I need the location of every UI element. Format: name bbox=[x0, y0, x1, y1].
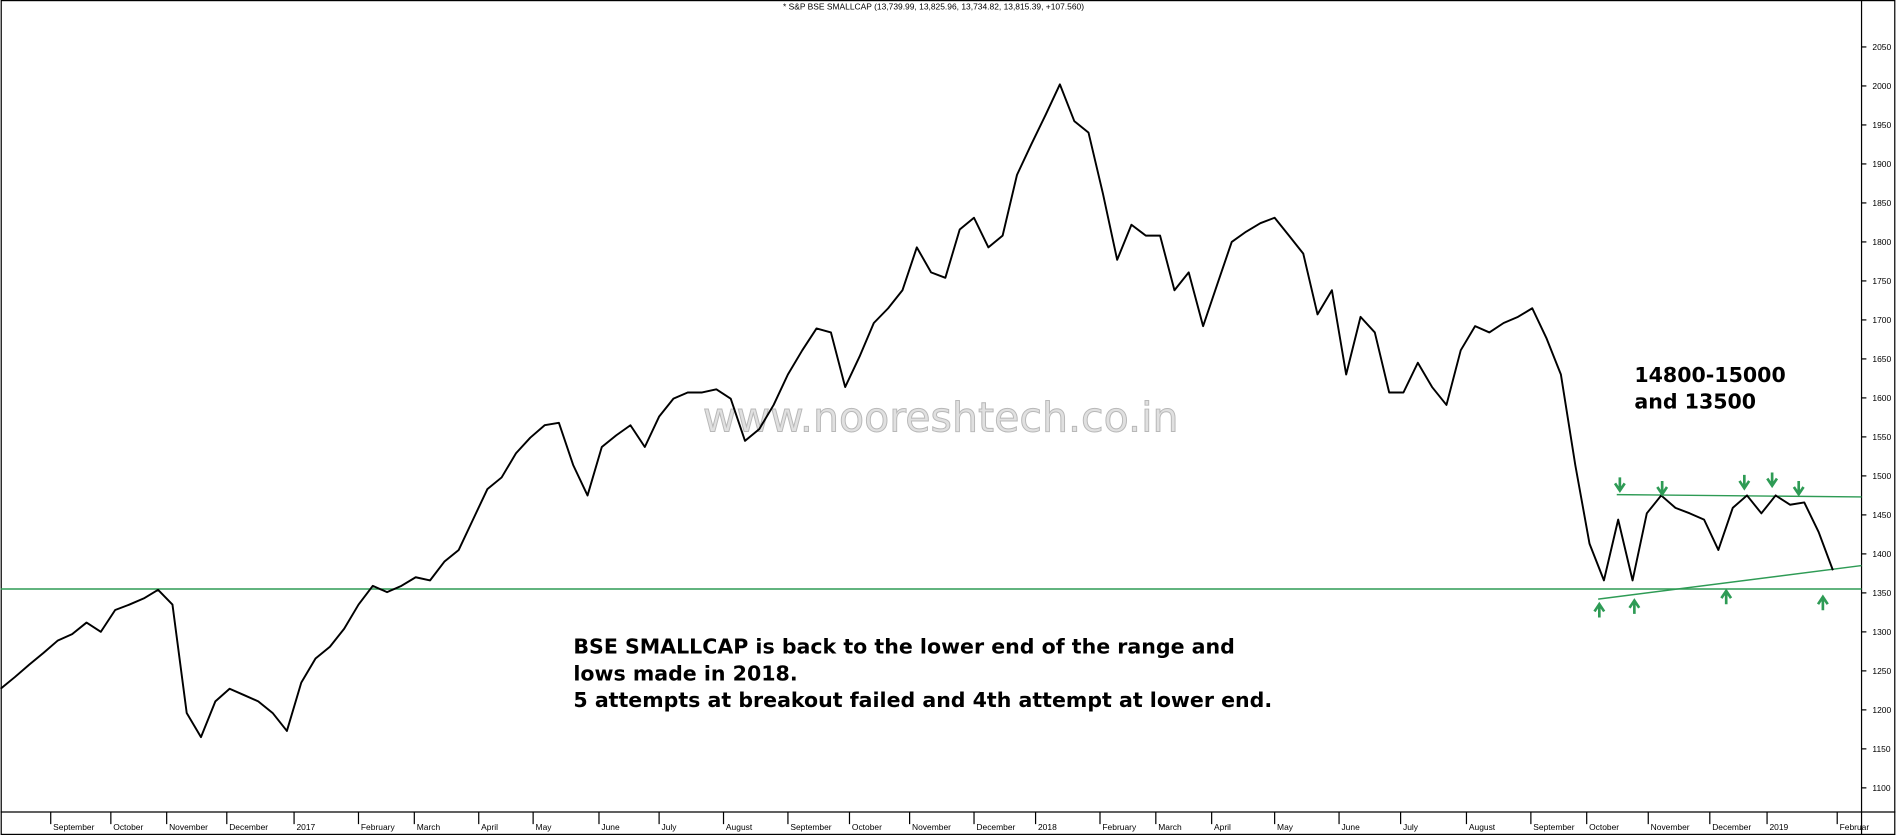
arrow bbox=[1613, 477, 1626, 494]
x-tick-label: March bbox=[1158, 822, 1182, 832]
x-tick-label: Februar bbox=[1840, 822, 1870, 832]
y-tick-label: 1400 bbox=[1872, 549, 1891, 559]
reference-line bbox=[1598, 564, 1862, 600]
y-tick-label: 2000 bbox=[1872, 81, 1891, 91]
y-tick-label: 1200 bbox=[1872, 705, 1891, 715]
x-tick-label: September bbox=[1533, 822, 1574, 832]
comment: lows made in 2018. bbox=[573, 661, 797, 685]
x-tick-label: December bbox=[1712, 822, 1751, 832]
y-tick-label: 2050 bbox=[1872, 42, 1891, 52]
y-tick-label: 1150 bbox=[1872, 744, 1890, 754]
arrow bbox=[1593, 601, 1606, 618]
x-tick-label: April bbox=[1214, 822, 1231, 832]
y-tick-label: 1600 bbox=[1872, 393, 1891, 403]
watermark: www.nooreshtech.co.in bbox=[703, 393, 1179, 441]
y-tick-label: 1300 bbox=[1872, 627, 1891, 637]
x-tick-label: November bbox=[1651, 822, 1690, 832]
x-tick-label: February bbox=[361, 822, 396, 832]
x-tick-label: April bbox=[481, 822, 498, 832]
comment: BSE SMALLCAP is back to the lower end of… bbox=[573, 635, 1234, 659]
arrow bbox=[1766, 472, 1779, 489]
chart-title: * S&P BSE SMALLCAP (13,739.99, 13,825.96… bbox=[783, 2, 1084, 12]
y-tick-label: 1250 bbox=[1872, 666, 1891, 676]
range-note: 14800-15000 bbox=[1634, 363, 1785, 387]
x-tick-label: June bbox=[601, 822, 620, 832]
y-tick-label: 1650 bbox=[1872, 354, 1891, 364]
arrow bbox=[1816, 594, 1829, 611]
price-line bbox=[0, 83, 1834, 739]
x-tick-label: August bbox=[726, 822, 753, 832]
x-tick-label: February bbox=[1102, 822, 1137, 832]
x-tick-label: September bbox=[53, 822, 94, 832]
y-tick-label: 1350 bbox=[1872, 588, 1891, 598]
y-tick-label: 1750 bbox=[1872, 276, 1891, 286]
reference-line bbox=[1616, 493, 1862, 498]
x-tick-label: 2018 bbox=[1038, 822, 1057, 832]
y-tick-label: 1550 bbox=[1872, 432, 1891, 442]
arrow bbox=[1720, 588, 1733, 605]
y-tick-label: 1100 bbox=[1872, 783, 1890, 793]
x-tick-label: 2017 bbox=[296, 822, 315, 832]
y-tick-label: 1500 bbox=[1872, 471, 1891, 481]
x-tick-label: May bbox=[536, 822, 553, 832]
x-tick-label: October bbox=[1589, 822, 1619, 832]
y-tick-label: 1950 bbox=[1872, 120, 1891, 130]
x-tick-label: September bbox=[790, 822, 831, 832]
arrow bbox=[1656, 480, 1669, 497]
x-tick-label: May bbox=[1277, 822, 1294, 832]
y-tick-label: 1900 bbox=[1872, 159, 1891, 169]
y-tick-label: 1850 bbox=[1872, 198, 1891, 208]
x-tick-label: October bbox=[113, 822, 143, 832]
range-note: and 13500 bbox=[1634, 389, 1756, 413]
x-tick-label: June bbox=[1341, 822, 1360, 832]
x-tick-label: December bbox=[976, 822, 1015, 832]
x-tick-label: December bbox=[229, 822, 268, 832]
arrow bbox=[1628, 598, 1641, 614]
y-tick-label: 1450 bbox=[1872, 510, 1891, 520]
x-tick-label: July bbox=[662, 822, 678, 832]
x-tick-label: 2019 bbox=[1769, 822, 1788, 832]
arrow bbox=[1792, 480, 1805, 497]
comment: 5 attempts at breakout failed and 4th at… bbox=[573, 688, 1272, 712]
x-tick-label: March bbox=[417, 822, 441, 832]
x-tick-label: July bbox=[1403, 822, 1419, 832]
x-tick-label: November bbox=[912, 822, 951, 832]
y-tick-label: 1800 bbox=[1872, 237, 1891, 247]
x-tick-label: August bbox=[1469, 822, 1496, 832]
arrow bbox=[1738, 474, 1751, 491]
x-tick-label: October bbox=[852, 822, 882, 832]
y-tick-label: 1700 bbox=[1872, 315, 1891, 325]
x-tick-label: November bbox=[169, 822, 208, 832]
